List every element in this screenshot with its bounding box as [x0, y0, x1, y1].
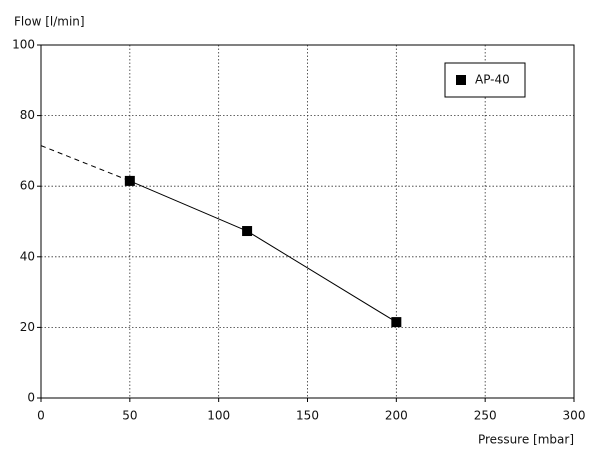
y-tick-label: 40	[20, 249, 35, 263]
y-tick-label: 100	[12, 38, 35, 52]
y-tick-label: 60	[20, 179, 35, 193]
extension-line	[40, 145, 131, 182]
x-tick-label: 200	[385, 409, 408, 423]
y-tick-label: 80	[20, 108, 35, 122]
y-tick-label: 20	[20, 320, 35, 334]
x-tick-label: 0	[37, 409, 45, 423]
plot-frame	[40, 44, 575, 399]
data-point	[124, 175, 135, 186]
legend-label: AP-40	[475, 73, 510, 87]
x-tick-label: 50	[122, 409, 137, 423]
x-tick-label: 100	[207, 409, 230, 423]
y-tick-label: 0	[27, 391, 35, 405]
x-tick-label: 250	[474, 409, 497, 423]
legend-swatch	[456, 75, 466, 85]
x-tick-label: 300	[563, 409, 586, 423]
data-point	[242, 226, 253, 237]
series-line	[129, 180, 397, 323]
x-tick-label: 150	[296, 409, 319, 423]
x-axis-label: Pressure [mbar]	[478, 433, 574, 447]
data-point	[391, 317, 402, 328]
y-axis-label: Flow [l/min]	[14, 15, 85, 29]
